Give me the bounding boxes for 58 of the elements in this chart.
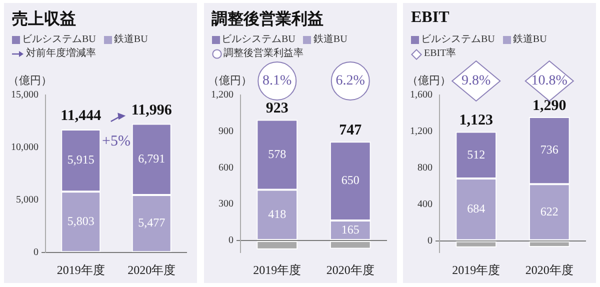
y-tick-label: 300 bbox=[218, 198, 233, 210]
x-tick-label: 2020年度 bbox=[128, 262, 176, 277]
text: 8.1% bbox=[262, 74, 292, 89]
data-label: 578 bbox=[268, 146, 286, 161]
y-tick-label: 10,000 bbox=[11, 142, 38, 154]
data-label: 6,791 bbox=[138, 152, 166, 166]
data-label: 5,477 bbox=[138, 216, 166, 230]
total-label: 923 bbox=[265, 100, 288, 117]
x-tick-label: 2020年度 bbox=[525, 262, 574, 277]
y-tick-label: 0 bbox=[34, 247, 38, 258]
legend-label: ビルシステムBU bbox=[420, 33, 495, 47]
y-tick-label: 800 bbox=[418, 162, 432, 174]
x-tick-label: 2020年度 bbox=[326, 262, 374, 277]
y-tick-label: 1,200 bbox=[210, 90, 233, 101]
data-label: 5,803 bbox=[67, 214, 94, 228]
text: 対前年度増減率 bbox=[26, 47, 96, 61]
data-label: 684 bbox=[467, 202, 486, 216]
y-tick-label: 600 bbox=[218, 162, 233, 174]
data-label: 165 bbox=[340, 222, 359, 236]
data-label: 622 bbox=[540, 204, 558, 218]
y-axis-title: （億円） bbox=[407, 74, 451, 87]
text: 10.8% bbox=[531, 74, 568, 89]
y-axis-title: （億円） bbox=[8, 74, 52, 87]
annotation: +5% bbox=[102, 133, 130, 150]
x-tick-label: 2019年度 bbox=[252, 262, 301, 277]
y-tick-label: 900 bbox=[218, 126, 233, 137]
legend-label: ビルシステムBU bbox=[21, 33, 96, 47]
legend-label: ビルシステムBU bbox=[220, 33, 296, 47]
data-label: 418 bbox=[268, 207, 286, 222]
y-tick-label: 400 bbox=[418, 198, 432, 210]
total-label: 1,290 bbox=[532, 98, 566, 114]
text: 調整後営業利益率 bbox=[224, 47, 304, 61]
data-label: 736 bbox=[540, 142, 558, 157]
legend-label: 鉄道BU bbox=[512, 33, 547, 47]
total-label: 747 bbox=[338, 122, 362, 139]
chart-title: 売上収益 bbox=[12, 10, 76, 30]
data-label: 512 bbox=[467, 147, 486, 162]
annotation: 11,996 bbox=[131, 102, 172, 118]
legend-label: 鉄道BU bbox=[312, 33, 348, 47]
y-axis-title: （億円） bbox=[208, 74, 252, 87]
y-tick-label: 0 bbox=[228, 235, 233, 246]
y-tick-label: 5,000 bbox=[16, 194, 38, 206]
y-tick-label: 1,600 bbox=[410, 90, 432, 101]
chart-title: EBIT bbox=[411, 9, 450, 27]
data-label: 650 bbox=[340, 173, 359, 188]
x-tick-label: 2019年度 bbox=[56, 262, 105, 277]
data-label: 5,915 bbox=[67, 152, 94, 167]
text: 9.8% bbox=[462, 74, 492, 89]
legend-label: 鉄道BU bbox=[112, 33, 148, 47]
total-label: 1,123 bbox=[459, 112, 493, 129]
text: EBIT率 bbox=[424, 47, 456, 61]
text: 6.2% bbox=[335, 74, 365, 89]
annotation: 11,444 bbox=[60, 108, 102, 124]
y-tick-label: 0 bbox=[428, 235, 432, 246]
chart-title: 調整後営業利益 bbox=[212, 9, 324, 30]
y-tick-label: 15,000 bbox=[11, 90, 38, 101]
y-tick-label: 1,200 bbox=[410, 126, 432, 138]
x-tick-label: 2019年度 bbox=[452, 262, 500, 277]
